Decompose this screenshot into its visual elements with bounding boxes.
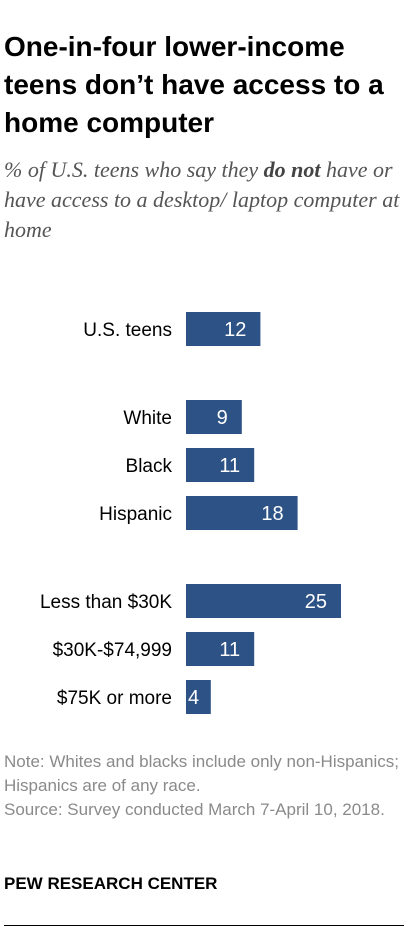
subtitle-text: % of U.S. teens who say they (4, 157, 264, 182)
bar (186, 448, 255, 482)
value-label: 11 (219, 455, 240, 477)
category-label: Hispanic (99, 504, 172, 525)
category-label: White (123, 408, 172, 429)
category-label: U.S. teens (83, 320, 172, 341)
chart-subtitle: % of U.S. teens who say they do not have… (4, 155, 404, 245)
category-label: $30K-$74,999 (53, 640, 172, 661)
value-label: 4 (188, 687, 199, 709)
bar-chart: U.S. teens 12 White 9 Black 11 Hispanic 18 Less … (40, 312, 341, 714)
bar (186, 496, 298, 530)
value-label: 18 (261, 503, 283, 525)
subtitle-text-end: have or have access to a desktop/ laptop… (4, 157, 400, 242)
value-label: 11 (219, 639, 240, 661)
bar (186, 680, 211, 714)
value-label: 25 (305, 591, 327, 613)
bar (186, 584, 341, 618)
brand-logo-text: PEW RESEARCH CENTER (4, 874, 218, 893)
bottom-rule (4, 925, 404, 926)
value-label: 12 (224, 319, 246, 341)
chart-note: Note: Whites and blacks include only non… (4, 750, 404, 822)
category-label: $75K or more (57, 688, 172, 709)
bar (186, 312, 261, 346)
bar (186, 632, 255, 666)
category-label: Black (126, 456, 173, 477)
value-label: 9 (217, 407, 228, 429)
subtitle-emphasis: do not (263, 157, 321, 182)
chart-title: One-in-four lower-income teens don’t hav… (4, 31, 384, 138)
note-text: Note: Whites and blacks include only non… (4, 752, 399, 795)
source-text: Source: Survey conducted March 7-April 1… (4, 800, 385, 819)
category-label: Less than $30K (40, 592, 172, 613)
bar (186, 400, 242, 434)
